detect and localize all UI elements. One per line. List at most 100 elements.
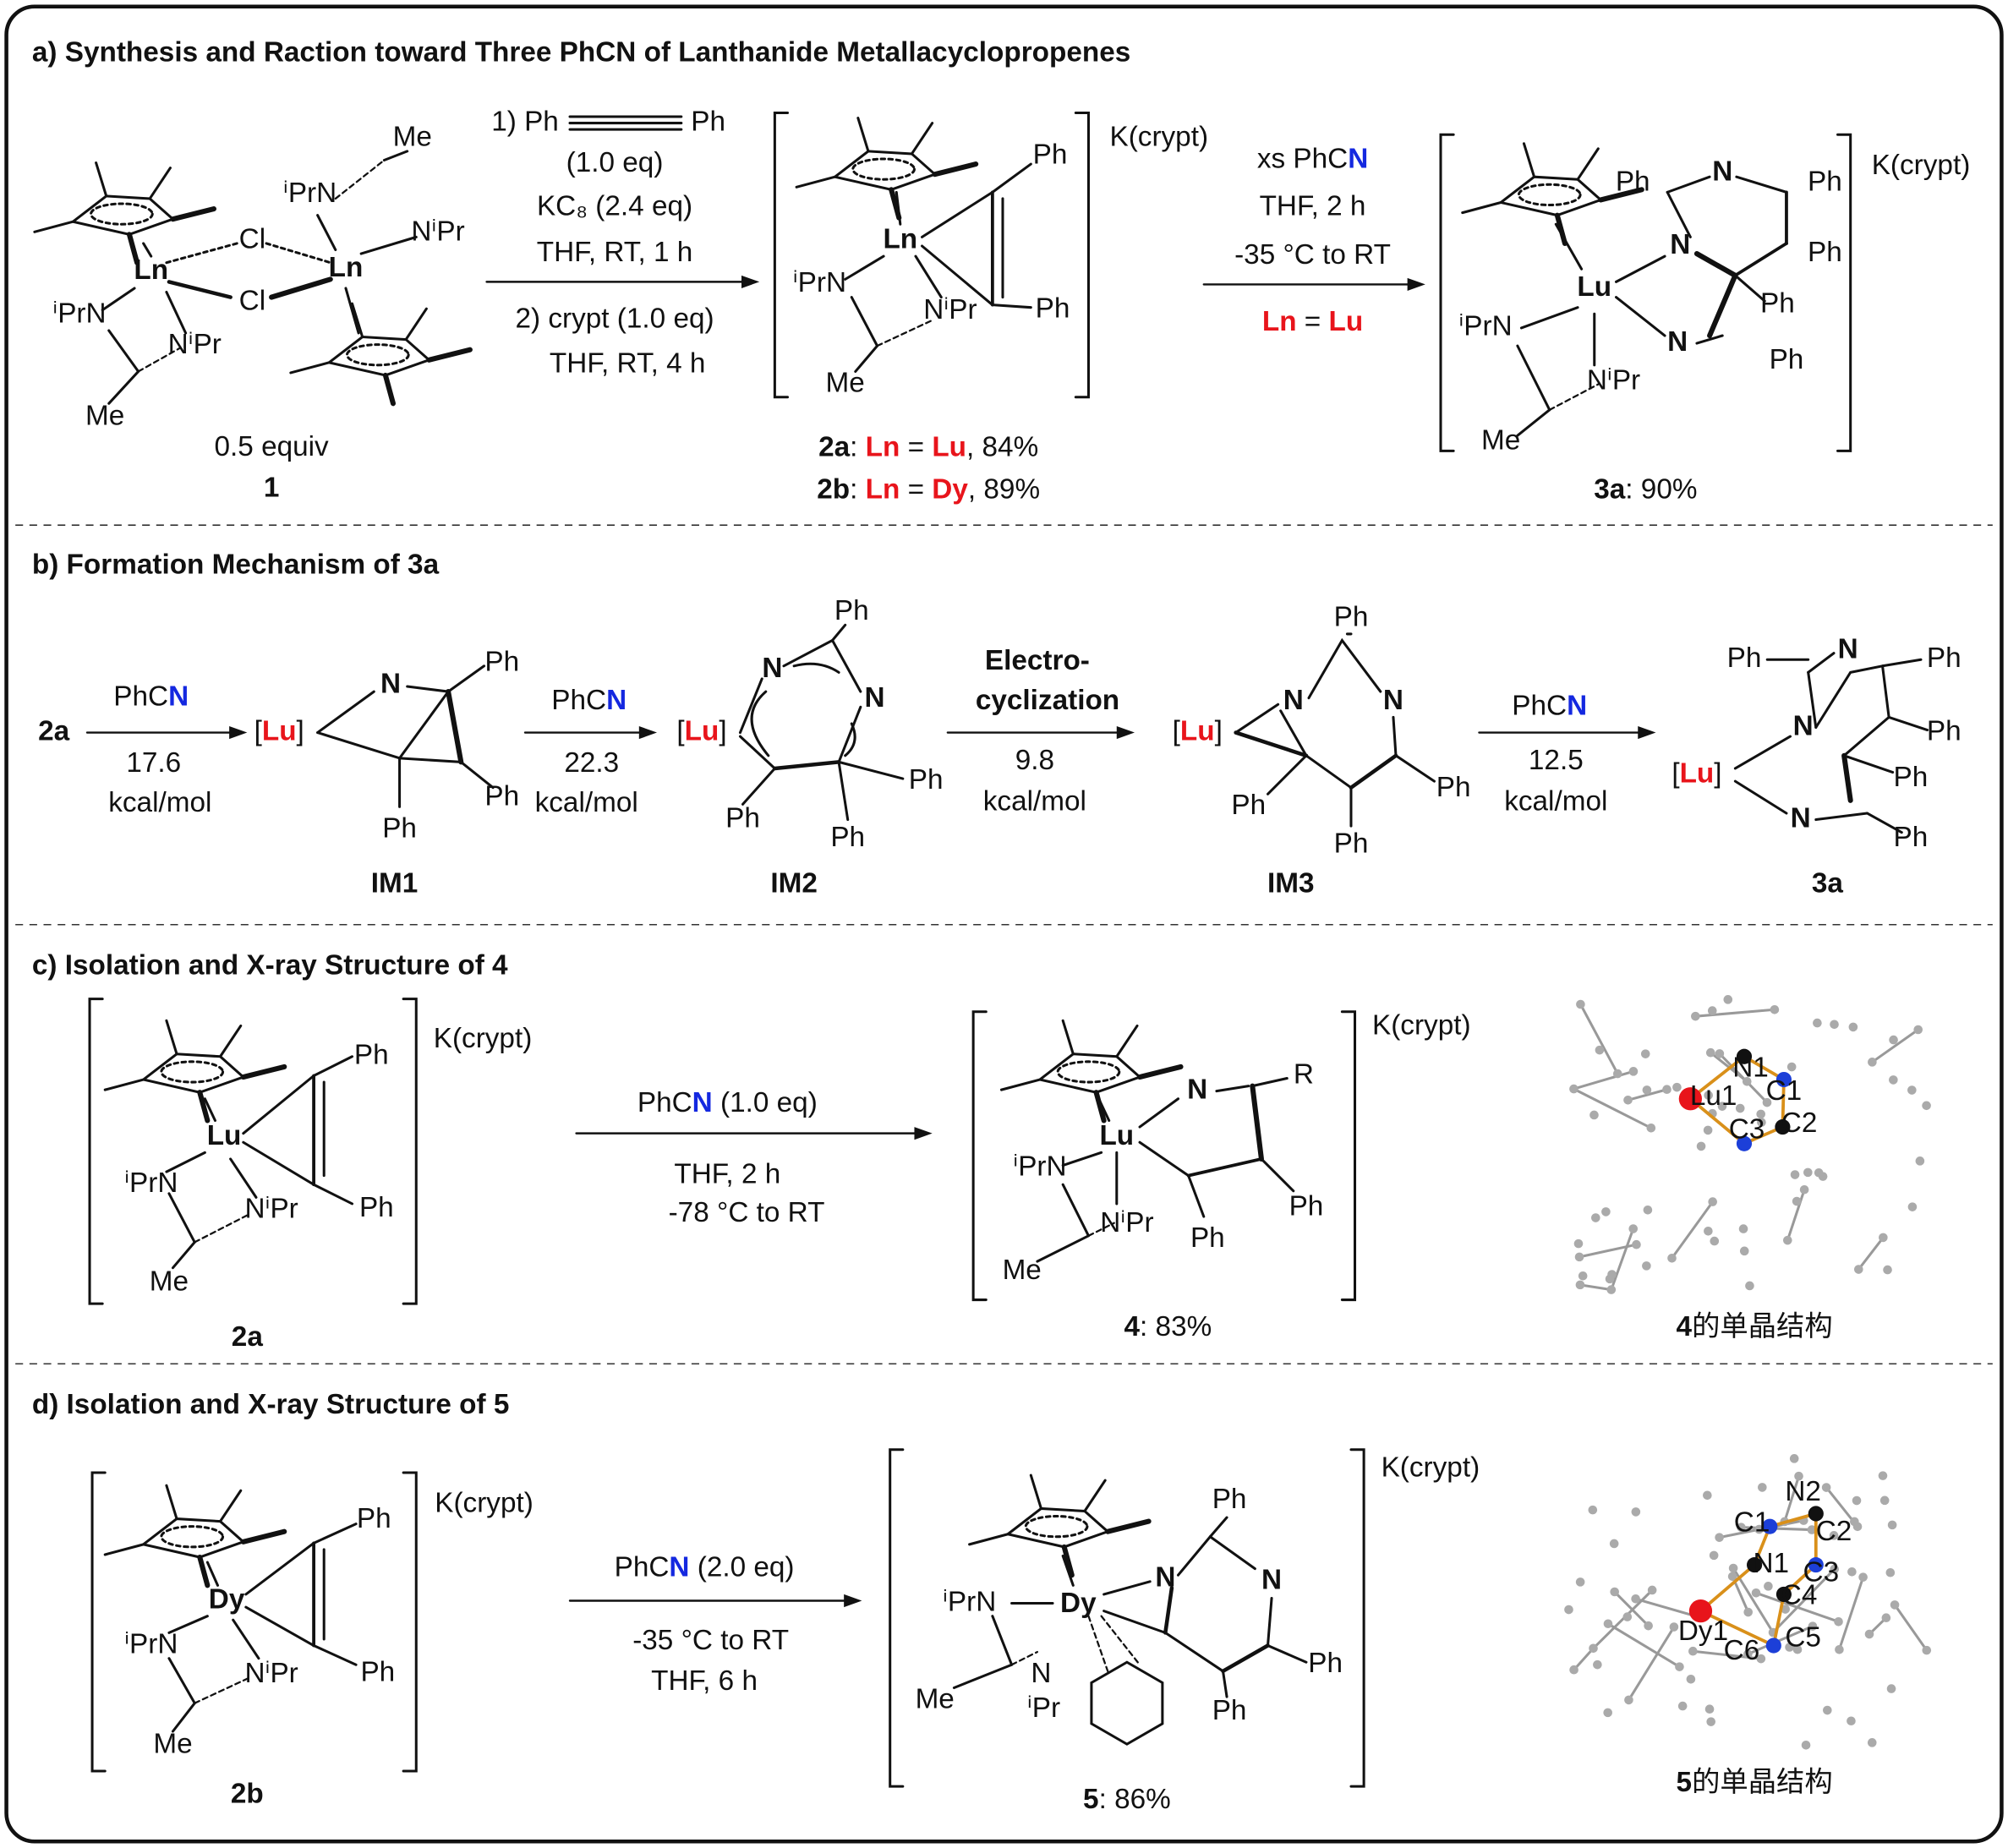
label: N bbox=[1838, 633, 1858, 664]
atom bbox=[1790, 1170, 1800, 1179]
label-part: PhC bbox=[1512, 690, 1567, 721]
bond bbox=[1554, 222, 1584, 271]
label: R bbox=[1294, 1058, 1314, 1090]
bond bbox=[1718, 1052, 1769, 1104]
bond bbox=[1842, 754, 1895, 774]
label: Lu bbox=[207, 1120, 242, 1151]
label: N bbox=[864, 682, 884, 714]
bond bbox=[1221, 1643, 1270, 1674]
bond bbox=[1267, 1596, 1273, 1648]
bond bbox=[991, 303, 1032, 309]
atom bbox=[1688, 1646, 1698, 1656]
label: Cl bbox=[239, 224, 265, 255]
rich-label: 4的单晶结构 bbox=[1677, 1311, 1833, 1342]
arrow-head bbox=[914, 1127, 933, 1140]
bond bbox=[1208, 1516, 1228, 1539]
bond bbox=[107, 369, 140, 405]
atom bbox=[1885, 1567, 1896, 1577]
section-title: a) Synthesis and Raction toward Three Ph… bbox=[32, 37, 1130, 68]
bond bbox=[1688, 1096, 1746, 1145]
bond bbox=[914, 254, 943, 299]
label: N bbox=[1261, 1565, 1282, 1596]
atom bbox=[1799, 1184, 1809, 1195]
bond bbox=[107, 329, 140, 373]
atom bbox=[1913, 1025, 1923, 1035]
rich-label: xs PhCN bbox=[1257, 143, 1368, 174]
arrow-head bbox=[1638, 725, 1656, 740]
atom bbox=[1830, 1020, 1839, 1030]
label: Ph bbox=[1727, 642, 1762, 674]
label-part: ] bbox=[1215, 715, 1223, 746]
bond bbox=[219, 1489, 243, 1523]
atom bbox=[1847, 1716, 1856, 1726]
rich-label: [Lu] bbox=[1173, 715, 1223, 746]
atom bbox=[1706, 1717, 1716, 1726]
atom bbox=[1801, 1740, 1811, 1750]
atom bbox=[1783, 1235, 1792, 1245]
label-part: Lu bbox=[1680, 757, 1715, 789]
bond bbox=[194, 1676, 251, 1704]
label: Ph bbox=[1212, 1484, 1247, 1515]
bond bbox=[165, 242, 238, 265]
label: K(crypt) bbox=[1372, 1010, 1471, 1042]
bond bbox=[242, 1140, 315, 1186]
label: K(crypt) bbox=[1872, 150, 1971, 181]
bond bbox=[1100, 1615, 1141, 1666]
label: K(crypt) bbox=[1109, 122, 1208, 153]
frame bbox=[4, 4, 2004, 1844]
atom bbox=[1792, 1196, 1802, 1206]
bond bbox=[1097, 1097, 1111, 1123]
label: Me bbox=[916, 1683, 955, 1714]
label: kcal/mol bbox=[1504, 786, 1607, 817]
arrow-head bbox=[229, 725, 248, 740]
label: 0.5 equiv bbox=[215, 431, 330, 462]
label-part: 的单晶结构 bbox=[1692, 1767, 1833, 1798]
label-part: [ bbox=[1672, 757, 1679, 789]
label: N bbox=[1187, 1074, 1207, 1105]
bond bbox=[1061, 1019, 1075, 1056]
atom bbox=[1642, 1261, 1651, 1271]
atom bbox=[1628, 1224, 1639, 1233]
bond bbox=[165, 1019, 178, 1056]
arrow-curve bbox=[750, 690, 770, 757]
label: NⁱPr bbox=[923, 294, 977, 325]
arrow-head bbox=[1116, 725, 1135, 740]
bond bbox=[1138, 1097, 1180, 1129]
label: (1.0 eq) bbox=[566, 147, 664, 178]
label: K(crypt) bbox=[1382, 1452, 1480, 1483]
label: Me bbox=[1481, 425, 1520, 457]
bond bbox=[167, 1192, 196, 1244]
bond bbox=[167, 1615, 209, 1634]
ring bbox=[851, 157, 916, 181]
bond bbox=[240, 1063, 287, 1080]
bond bbox=[1029, 1473, 1042, 1510]
bond bbox=[782, 638, 834, 668]
bond bbox=[269, 276, 333, 300]
bond bbox=[1699, 1563, 1756, 1613]
bond bbox=[1522, 142, 1536, 178]
label-part: PhC bbox=[551, 685, 606, 716]
bond bbox=[167, 1657, 196, 1705]
arrow-head bbox=[741, 275, 760, 288]
atom bbox=[1745, 1281, 1754, 1291]
label: N bbox=[762, 653, 782, 684]
rich-label: [Lu] bbox=[254, 715, 304, 746]
label: Me bbox=[153, 1728, 192, 1759]
bond bbox=[1392, 715, 1398, 757]
bond bbox=[1260, 1157, 1295, 1193]
atom bbox=[1715, 1049, 1725, 1058]
atom bbox=[1696, 1141, 1706, 1151]
label-part: PhC bbox=[615, 1551, 670, 1583]
ring bbox=[1517, 183, 1582, 207]
bond bbox=[1771, 1567, 1836, 1634]
bond bbox=[1519, 306, 1579, 330]
label: Ph bbox=[1894, 762, 1929, 793]
atom bbox=[1864, 1629, 1874, 1639]
atom bbox=[1589, 1110, 1599, 1120]
atom-label: C4 bbox=[1781, 1580, 1818, 1611]
label: NⁱPr bbox=[168, 329, 222, 360]
label: K(crypt) bbox=[435, 1488, 533, 1519]
bond bbox=[895, 190, 902, 226]
atom bbox=[1591, 1213, 1600, 1222]
label-part: = bbox=[900, 473, 932, 505]
